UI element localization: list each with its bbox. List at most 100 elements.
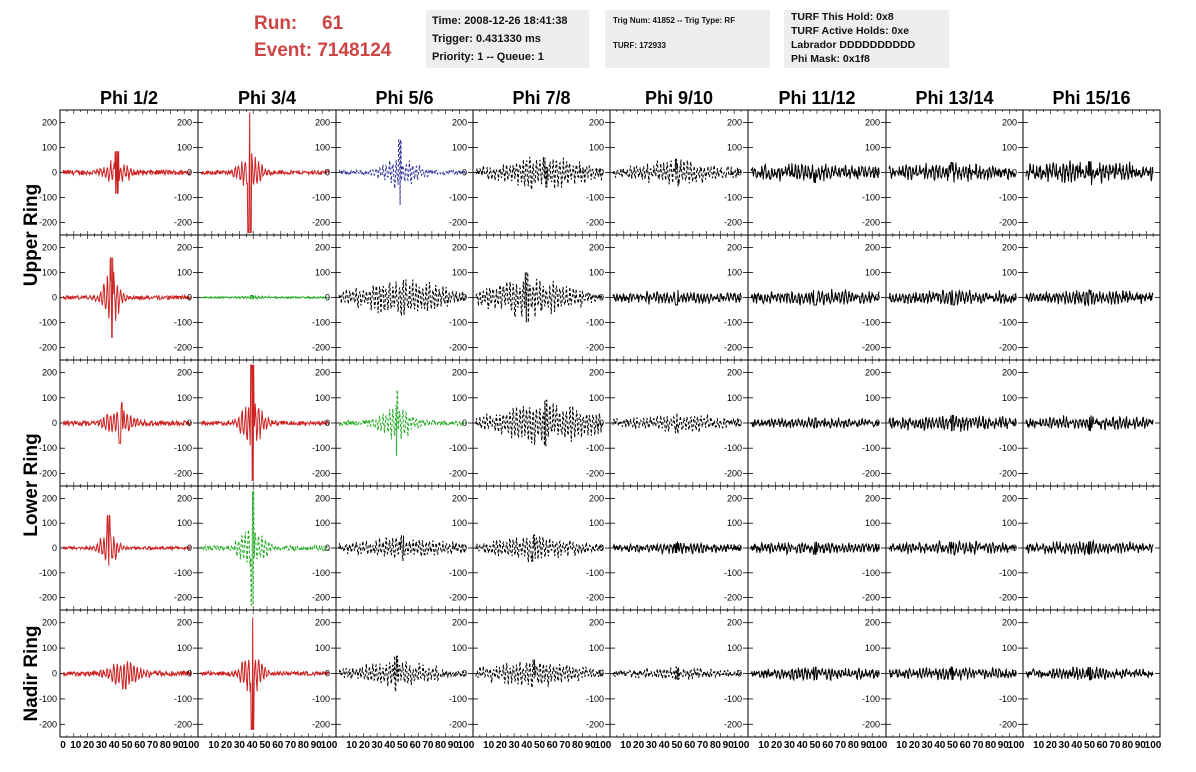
panel: 200 100 0 -100 -200 xyxy=(174,485,337,611)
y-tick-label: 200 xyxy=(177,493,192,503)
waveform-trace xyxy=(200,294,330,301)
x-tick-label: 80 xyxy=(1122,740,1134,751)
y-tick-label: -100 xyxy=(39,694,57,704)
x-tick-label: 40 xyxy=(384,740,396,751)
trigger-text: Trigger: 0.431330 ms xyxy=(432,33,541,45)
panel: 200 100 0 -100 -200 xyxy=(312,485,474,611)
y-tick-label: -100 xyxy=(312,443,330,453)
panel: 200 100 0 -100 -200 xyxy=(39,485,199,611)
x-tick-label: 50 xyxy=(947,740,959,751)
y-tick-label: 200 xyxy=(589,368,604,378)
y-tick-label: 0 xyxy=(325,418,330,428)
time-text: Time: 2008-12-26 18:41:38 xyxy=(432,15,568,27)
y-tick-label: -200 xyxy=(862,719,880,729)
y-tick-label: -100 xyxy=(174,443,192,453)
y-tick-label: -100 xyxy=(586,193,604,203)
x-tick-label: 20 xyxy=(1046,740,1058,751)
y-tick-label: 100 xyxy=(1002,268,1017,278)
panel: 200 100 0 -100 -200 xyxy=(724,234,887,361)
x-tick-label: 40 xyxy=(521,740,533,751)
y-tick-label: 200 xyxy=(1002,243,1017,253)
y-tick-label: 200 xyxy=(589,618,604,628)
x-tick-label: 100 xyxy=(1145,740,1162,751)
waveform-trace xyxy=(475,399,604,447)
x-tick-label: 30 xyxy=(96,740,108,751)
waveform-trace xyxy=(200,617,330,730)
trig-num-text: Trig Num: 41852 -- Trig Type: RF xyxy=(613,16,736,25)
y-tick-label: -100 xyxy=(586,318,604,328)
y-tick-label: 0 xyxy=(599,543,604,553)
y-tick-label: 0 xyxy=(737,418,742,428)
x-tick-label: 40 xyxy=(247,740,259,751)
x-tick-label: 70 xyxy=(559,740,571,751)
panel: 200 100 0 -100 -200 xyxy=(174,234,337,361)
y-tick-label: 200 xyxy=(865,493,880,503)
y-tick-label: 100 xyxy=(177,393,192,403)
x-tick-label: 50 xyxy=(1084,740,1096,751)
y-tick-label: 0 xyxy=(875,418,880,428)
y-tick-label: 200 xyxy=(42,493,57,503)
y-tick-label: -200 xyxy=(724,218,742,228)
panel: 200 100 0 -100 -200 xyxy=(724,109,887,236)
row-header: Nadir Ring xyxy=(21,625,42,721)
x-tick-label: 100 xyxy=(733,740,750,751)
column-header: Phi 1/2 xyxy=(100,88,158,108)
waveform-trace xyxy=(62,151,192,194)
panel: 200 100 0 -100 -200 xyxy=(586,109,749,236)
y-tick-label: 100 xyxy=(1002,643,1017,653)
y-tick-label: 100 xyxy=(865,643,880,653)
waveform-trace xyxy=(612,289,742,306)
event-label: Event: xyxy=(254,40,313,61)
x-tick-label: 20 xyxy=(221,740,233,751)
y-tick-label: 0 xyxy=(187,418,192,428)
y-tick-label: -200 xyxy=(724,468,742,478)
x-tick-label: 100 xyxy=(871,740,888,751)
y-tick-label: -100 xyxy=(39,193,57,203)
y-tick-label: 100 xyxy=(865,143,880,153)
y-tick-label: 200 xyxy=(452,243,467,253)
y-tick-label: 100 xyxy=(1002,518,1017,528)
waveform-trace xyxy=(750,666,880,682)
y-tick-label: 100 xyxy=(1002,143,1017,153)
x-tick-label: 80 xyxy=(848,740,860,751)
waveform-trace xyxy=(200,112,330,233)
run-value: 61 xyxy=(322,13,344,34)
y-tick-label: 200 xyxy=(177,368,192,378)
y-tick-label: 200 xyxy=(865,243,880,253)
y-tick-label: -100 xyxy=(724,318,742,328)
waveform-trace xyxy=(888,289,1017,306)
y-tick-label: 100 xyxy=(42,143,57,153)
x-tick-label: 70 xyxy=(1109,740,1121,751)
waveform-trace xyxy=(750,541,880,556)
y-tick-label: 100 xyxy=(589,518,604,528)
y-tick-label: 0 xyxy=(737,168,742,178)
y-tick-label: 100 xyxy=(727,393,742,403)
y-tick-label: 100 xyxy=(315,518,330,528)
x-tick-label: 30 xyxy=(372,740,384,751)
y-tick-label: -200 xyxy=(39,218,57,228)
waveform-trace xyxy=(62,515,192,566)
y-tick-label: -200 xyxy=(312,593,330,603)
y-tick-label: -100 xyxy=(862,318,880,328)
y-tick-label: 100 xyxy=(727,143,742,153)
y-tick-label: 200 xyxy=(452,118,467,128)
waveform-trace xyxy=(475,534,604,563)
y-tick-label: 0 xyxy=(52,168,57,178)
y-tick-label: 100 xyxy=(865,268,880,278)
x-tick-label: 90 xyxy=(448,740,460,751)
panel: 200 100 0 -100 -200 xyxy=(999,234,1161,361)
panel-frame xyxy=(472,609,611,738)
y-tick-label: 100 xyxy=(315,643,330,653)
x-tick-label: 40 xyxy=(934,740,946,751)
y-tick-label: -200 xyxy=(312,719,330,729)
x-tick-label: 10 xyxy=(346,740,358,751)
x-tick-label: 90 xyxy=(1135,740,1147,751)
x-tick-label: 100 xyxy=(458,740,475,751)
x-tick-label: 60 xyxy=(960,740,972,751)
x-tick-label: 50 xyxy=(534,740,546,751)
y-tick-label: -200 xyxy=(174,343,192,353)
y-tick-label: -100 xyxy=(449,193,467,203)
waveform-trace xyxy=(888,666,1017,681)
y-tick-label: -100 xyxy=(999,193,1017,203)
y-tick-label: -100 xyxy=(999,568,1017,578)
